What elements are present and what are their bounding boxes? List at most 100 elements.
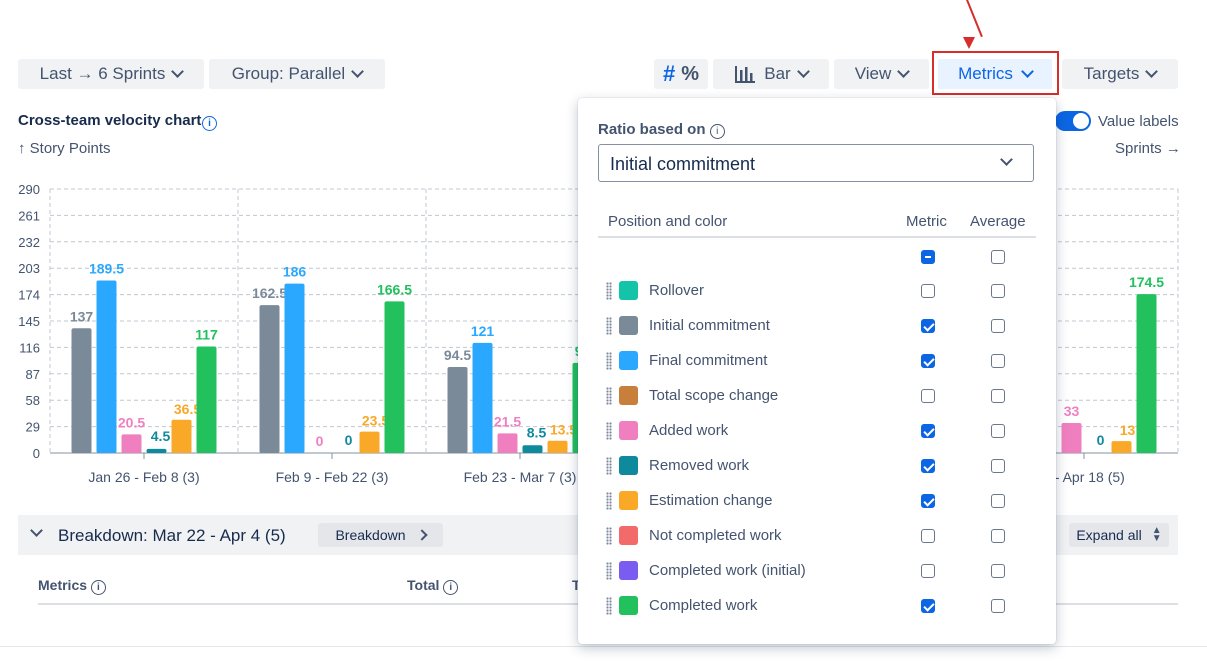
metric-row-label: Final commitment bbox=[649, 352, 768, 369]
drag-handle-icon[interactable] bbox=[606, 352, 612, 370]
bar-removed-work bbox=[146, 448, 167, 453]
average-checkbox[interactable] bbox=[991, 284, 1005, 298]
data-label: 8.5 bbox=[527, 424, 547, 440]
bar-initial-commitment bbox=[71, 328, 92, 453]
bar-estimation-change bbox=[547, 440, 568, 453]
info-icon[interactable]: i bbox=[443, 580, 459, 595]
metric-checkbox[interactable] bbox=[921, 284, 935, 298]
metric-row-label: Estimation change bbox=[649, 492, 773, 509]
data-label: 94.5 bbox=[444, 347, 471, 363]
info-icon[interactable]: i bbox=[90, 580, 106, 595]
value-labels-toggle[interactable] bbox=[1055, 111, 1091, 131]
group-label: Group: Parallel bbox=[231, 64, 346, 83]
bar-estimation-change bbox=[1111, 441, 1132, 453]
drag-handle-icon[interactable] bbox=[606, 597, 612, 615]
metric-checkbox[interactable] bbox=[921, 599, 935, 613]
select-all-average-checkbox[interactable] bbox=[991, 250, 1005, 264]
data-label: 189.5 bbox=[89, 260, 124, 276]
color-swatch[interactable] bbox=[619, 456, 638, 475]
average-checkbox[interactable] bbox=[991, 424, 1005, 438]
bar-initial-commitment bbox=[447, 366, 468, 453]
average-checkbox[interactable] bbox=[991, 354, 1005, 368]
color-swatch[interactable] bbox=[619, 491, 638, 510]
data-label: 13 bbox=[1120, 422, 1136, 438]
metric-checkbox[interactable] bbox=[921, 354, 935, 368]
data-label: 166.5 bbox=[377, 281, 412, 297]
color-swatch[interactable] bbox=[619, 351, 638, 370]
y-tick-label: 29 bbox=[26, 420, 40, 435]
breakdown-button[interactable]: Breakdown bbox=[318, 523, 443, 547]
info-icon[interactable]: i bbox=[709, 124, 725, 139]
select-all-metric-checkbox[interactable] bbox=[921, 250, 935, 264]
color-swatch[interactable] bbox=[619, 316, 638, 335]
average-checkbox[interactable] bbox=[991, 319, 1005, 333]
metrics-highlight-box bbox=[932, 51, 1059, 95]
group-dropdown[interactable]: Group: Parallel bbox=[209, 59, 385, 89]
data-label: 21.5 bbox=[494, 413, 521, 429]
data-label: 20.5 bbox=[118, 414, 145, 430]
metric-row-label: Added work bbox=[649, 422, 729, 439]
metric-checkbox[interactable] bbox=[921, 389, 935, 403]
drag-handle-icon[interactable] bbox=[606, 317, 612, 335]
drag-handle-icon[interactable] bbox=[606, 457, 612, 475]
y-tick-label: 203 bbox=[18, 261, 40, 276]
color-swatch[interactable] bbox=[619, 281, 638, 300]
average-checkbox[interactable] bbox=[991, 459, 1005, 473]
ratio-select[interactable]: Initial commitment bbox=[598, 144, 1034, 182]
chart-type-dropdown[interactable]: Bar bbox=[713, 59, 829, 89]
color-swatch[interactable] bbox=[619, 596, 638, 615]
metric-row-label: Removed work bbox=[649, 457, 750, 474]
drag-handle-icon[interactable] bbox=[606, 387, 612, 405]
number-percent-toggle[interactable]: # % bbox=[654, 59, 708, 89]
color-swatch[interactable] bbox=[619, 386, 638, 405]
metrics-dropdown[interactable]: Metrics bbox=[938, 59, 1052, 89]
metric-row-label: Completed work bbox=[649, 597, 758, 614]
info-icon[interactable]: i bbox=[202, 113, 217, 131]
drag-handle-icon[interactable] bbox=[606, 527, 612, 545]
average-checkbox[interactable] bbox=[991, 599, 1005, 613]
col-metrics-label: Metrics bbox=[38, 577, 88, 593]
average-checkbox[interactable] bbox=[991, 529, 1005, 543]
data-label: 0 bbox=[1097, 432, 1105, 448]
metric-checkbox[interactable] bbox=[921, 494, 935, 508]
metric-checkbox[interactable] bbox=[921, 424, 935, 438]
average-checkbox[interactable] bbox=[991, 389, 1005, 403]
annotation-arrow-head bbox=[963, 37, 975, 49]
data-label: 137 bbox=[70, 308, 94, 324]
metric-row-label: Initial commitment bbox=[649, 317, 770, 334]
average-checkbox[interactable] bbox=[991, 494, 1005, 508]
metric-checkbox[interactable] bbox=[921, 459, 935, 473]
y-tick-label: 261 bbox=[18, 208, 40, 223]
range-dropdown[interactable]: Last → 6 Sprints bbox=[18, 59, 204, 89]
metric-checkbox[interactable] bbox=[921, 564, 935, 578]
hash-icon[interactable]: # bbox=[662, 61, 676, 86]
chart-title: Cross-team velocity chart bbox=[18, 112, 202, 129]
color-swatch[interactable] bbox=[619, 561, 638, 580]
drag-handle-icon[interactable] bbox=[606, 282, 612, 300]
x-tick-label: Feb 9 - Feb 22 (3) bbox=[276, 469, 389, 485]
view-dropdown[interactable]: View bbox=[834, 59, 929, 89]
x-axis-label: Sprints → bbox=[1115, 140, 1181, 157]
range-label: Last → 6 Sprints bbox=[39, 64, 166, 83]
color-swatch[interactable] bbox=[619, 526, 638, 545]
targets-dropdown[interactable]: Targets bbox=[1062, 59, 1178, 89]
color-swatch[interactable] bbox=[619, 421, 638, 440]
col-total: Total i bbox=[407, 577, 459, 595]
breakdown-title: Breakdown: Mar 22 - Apr 4 (5) bbox=[58, 526, 286, 545]
col-total-label: Total bbox=[407, 577, 440, 593]
bar-final-commitment bbox=[472, 342, 493, 453]
average-checkbox[interactable] bbox=[991, 564, 1005, 578]
bar-chart-icon bbox=[735, 66, 756, 83]
drag-handle-icon[interactable] bbox=[606, 422, 612, 440]
expand-all-button[interactable]: Expand all ▲ ▼ bbox=[1069, 523, 1169, 547]
chevron-down-icon bbox=[1000, 153, 1013, 166]
col-t: T bbox=[572, 577, 581, 593]
metric-row-label: Completed work (initial) bbox=[649, 562, 806, 579]
percent-icon[interactable]: % bbox=[681, 62, 700, 85]
drag-handle-icon[interactable] bbox=[606, 492, 612, 510]
drag-handle-icon[interactable] bbox=[606, 562, 612, 580]
expand-all-label: Expand all bbox=[1076, 527, 1142, 543]
targets-label: Targets bbox=[1083, 64, 1140, 83]
metric-checkbox[interactable] bbox=[921, 319, 935, 333]
metric-checkbox[interactable] bbox=[921, 529, 935, 543]
